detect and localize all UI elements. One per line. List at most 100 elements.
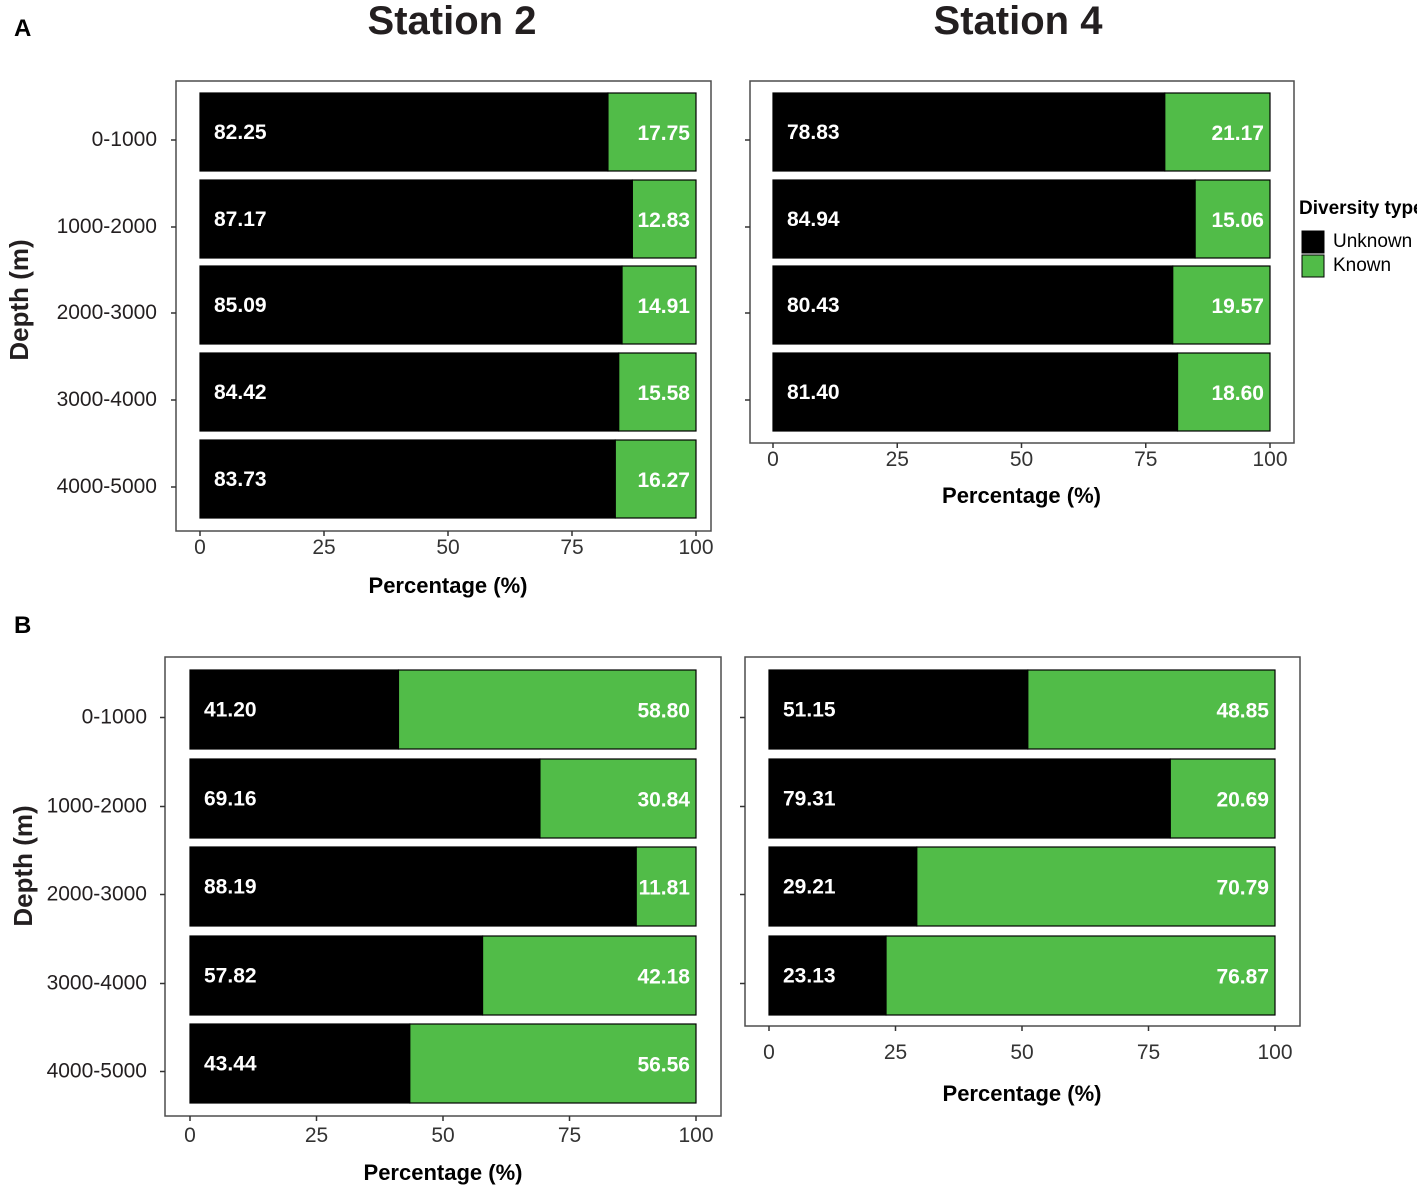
legend-label-known: Known	[1333, 255, 1391, 276]
x-tick-label-100: 100	[678, 536, 713, 559]
data-label-known-4000-5000: 56.56	[637, 1054, 690, 1077]
bar-unknown-0-1000	[768, 669, 1029, 750]
bar-known-0-1000	[1027, 669, 1276, 750]
x-axis-title: Percentage (%)	[369, 573, 528, 598]
bar-known-2000-3000	[621, 265, 697, 345]
panel-letter-b: B	[14, 612, 31, 639]
data-label-known-3000-4000: 76.87	[1216, 966, 1269, 989]
bar-known-3000-4000	[618, 352, 697, 432]
y-tick-label-2000-3000: 2000-3000	[57, 301, 157, 324]
x-tick-label-50: 50	[431, 1124, 454, 1147]
chart-panel-a-station-4: 78.83 21.17 84.94 15.06 80.43 19.57 81.40 18.60…	[745, 80, 1295, 508]
data-label-known-0-1000: 48.85	[1216, 700, 1269, 723]
data-label-known-0-1000: 21.17	[1211, 122, 1264, 145]
y-tick-label-4000-5000: 4000-5000	[57, 475, 157, 498]
data-label-known-0-1000: 58.80	[637, 700, 690, 723]
legend-title: Diversity type	[1299, 198, 1417, 219]
y-tick-label-0-1000: 0-1000	[92, 128, 157, 151]
x-axis-title: Percentage (%)	[364, 1160, 523, 1185]
data-label-known-1000-2000: 30.84	[637, 789, 690, 812]
data-label-unknown-4000-5000: 83.73	[214, 468, 267, 491]
bar-known-0-1000	[397, 669, 697, 750]
y-tick-label-3000-4000: 3000-4000	[57, 388, 157, 411]
chart-panel-b-station-4: 51.15 48.85 79.31 20.69 29.21 70.79 23.13 76.87…	[740, 656, 1301, 1106]
x-axis-title: Percentage (%)	[943, 1081, 1102, 1106]
bar-unknown-4000-5000	[199, 439, 616, 519]
data-label-unknown-2000-3000: 85.09	[214, 294, 267, 317]
y-tick-label-2000-3000: 2000-3000	[47, 883, 147, 906]
data-label-unknown-3000-4000: 57.82	[204, 965, 257, 988]
bar-known-1000-2000	[1169, 758, 1276, 839]
data-label-unknown-3000-4000: 81.40	[787, 381, 840, 404]
data-label-unknown-0-1000: 82.25	[214, 121, 267, 144]
data-label-unknown-2000-3000: 80.43	[787, 294, 840, 317]
bar-known-2000-3000	[1172, 265, 1271, 345]
data-label-known-1000-2000: 20.69	[1216, 789, 1269, 812]
plot-frame	[175, 80, 712, 532]
data-label-unknown-3000-4000: 84.42	[214, 381, 267, 404]
x-tick-label-75: 75	[1134, 448, 1157, 471]
bar-known-2000-3000	[635, 846, 697, 927]
bar-unknown-4000-5000	[189, 1023, 411, 1104]
data-label-known-2000-3000: 14.91	[637, 295, 690, 318]
x-tick-label-25: 25	[886, 448, 909, 471]
bar-known-2000-3000	[916, 846, 1276, 927]
bar-unknown-3000-4000	[768, 935, 887, 1016]
x-tick-label-50: 50	[436, 536, 459, 559]
data-label-known-1000-2000: 15.06	[1211, 209, 1264, 232]
legend-swatch-unknown	[1301, 230, 1325, 254]
data-label-unknown-4000-5000: 43.44	[204, 1053, 257, 1076]
data-label-known-2000-3000: 11.81	[639, 877, 691, 900]
bar-unknown-1000-2000	[199, 179, 633, 259]
y-tick-label-1000-2000: 1000-2000	[57, 215, 157, 238]
y-axis-title: Depth (m)	[8, 805, 38, 926]
data-label-known-2000-3000: 19.57	[1211, 295, 1264, 318]
data-label-known-2000-3000: 70.79	[1216, 877, 1269, 900]
y-tick-label-3000-4000: 3000-4000	[47, 972, 147, 995]
chart-panel-a-station-2: 82.25 17.75 0-1000 87.17 12.83 1000-2000 85.09…	[4, 80, 714, 598]
data-label-unknown-1000-2000: 84.94	[787, 208, 840, 231]
bar-known-3000-4000	[885, 935, 1276, 1016]
y-tick-label-4000-5000: 4000-5000	[47, 1060, 147, 1083]
bar-known-0-1000	[1164, 92, 1271, 172]
panel-letter-a: A	[14, 15, 31, 42]
bar-unknown-0-1000	[772, 92, 1166, 172]
bar-unknown-0-1000	[189, 669, 400, 750]
x-tick-label-0: 0	[763, 1041, 775, 1064]
bar-known-1000-2000	[1194, 179, 1271, 259]
bar-known-4000-5000	[409, 1023, 697, 1104]
bar-unknown-1000-2000	[189, 758, 541, 839]
data-label-known-3000-4000: 15.58	[637, 382, 690, 405]
x-tick-label-0: 0	[767, 448, 779, 471]
data-label-unknown-2000-3000: 29.21	[783, 876, 836, 899]
bar-unknown-3000-4000	[772, 352, 1179, 432]
x-tick-label-25: 25	[312, 536, 335, 559]
legend-swatch-known	[1301, 254, 1325, 278]
bar-known-1000-2000	[539, 758, 697, 839]
y-axis-title: Depth (m)	[4, 239, 34, 360]
data-label-unknown-2000-3000: 88.19	[204, 876, 257, 899]
bar-known-0-1000	[607, 92, 697, 172]
x-tick-label-0: 0	[194, 536, 206, 559]
y-tick-label-0-1000: 0-1000	[82, 706, 147, 729]
legend: Diversity type Unknown Known	[1299, 198, 1417, 278]
bar-known-3000-4000	[1176, 352, 1271, 432]
x-tick-label-100: 100	[1252, 448, 1287, 471]
x-tick-label-50: 50	[1010, 448, 1033, 471]
x-tick-label-50: 50	[1010, 1041, 1033, 1064]
data-label-unknown-0-1000: 41.20	[204, 699, 257, 722]
data-label-known-3000-4000: 42.18	[637, 966, 690, 989]
bar-known-3000-4000	[481, 935, 697, 1016]
chart-panel-b-station-2: 41.20 58.80 0-1000 69.16 30.84 1000-2000 88.19…	[8, 656, 722, 1185]
data-label-known-0-1000: 17.75	[637, 122, 690, 145]
x-tick-label-0: 0	[184, 1124, 196, 1147]
data-label-unknown-0-1000: 78.83	[787, 121, 840, 144]
data-label-unknown-1000-2000: 79.31	[783, 788, 836, 811]
x-tick-label-25: 25	[884, 1041, 907, 1064]
data-label-unknown-0-1000: 51.15	[783, 699, 836, 722]
bar-unknown-2000-3000	[189, 846, 637, 927]
bar-unknown-3000-4000	[199, 352, 620, 432]
x-tick-label-75: 75	[560, 536, 583, 559]
data-label-known-4000-5000: 16.27	[637, 469, 690, 492]
